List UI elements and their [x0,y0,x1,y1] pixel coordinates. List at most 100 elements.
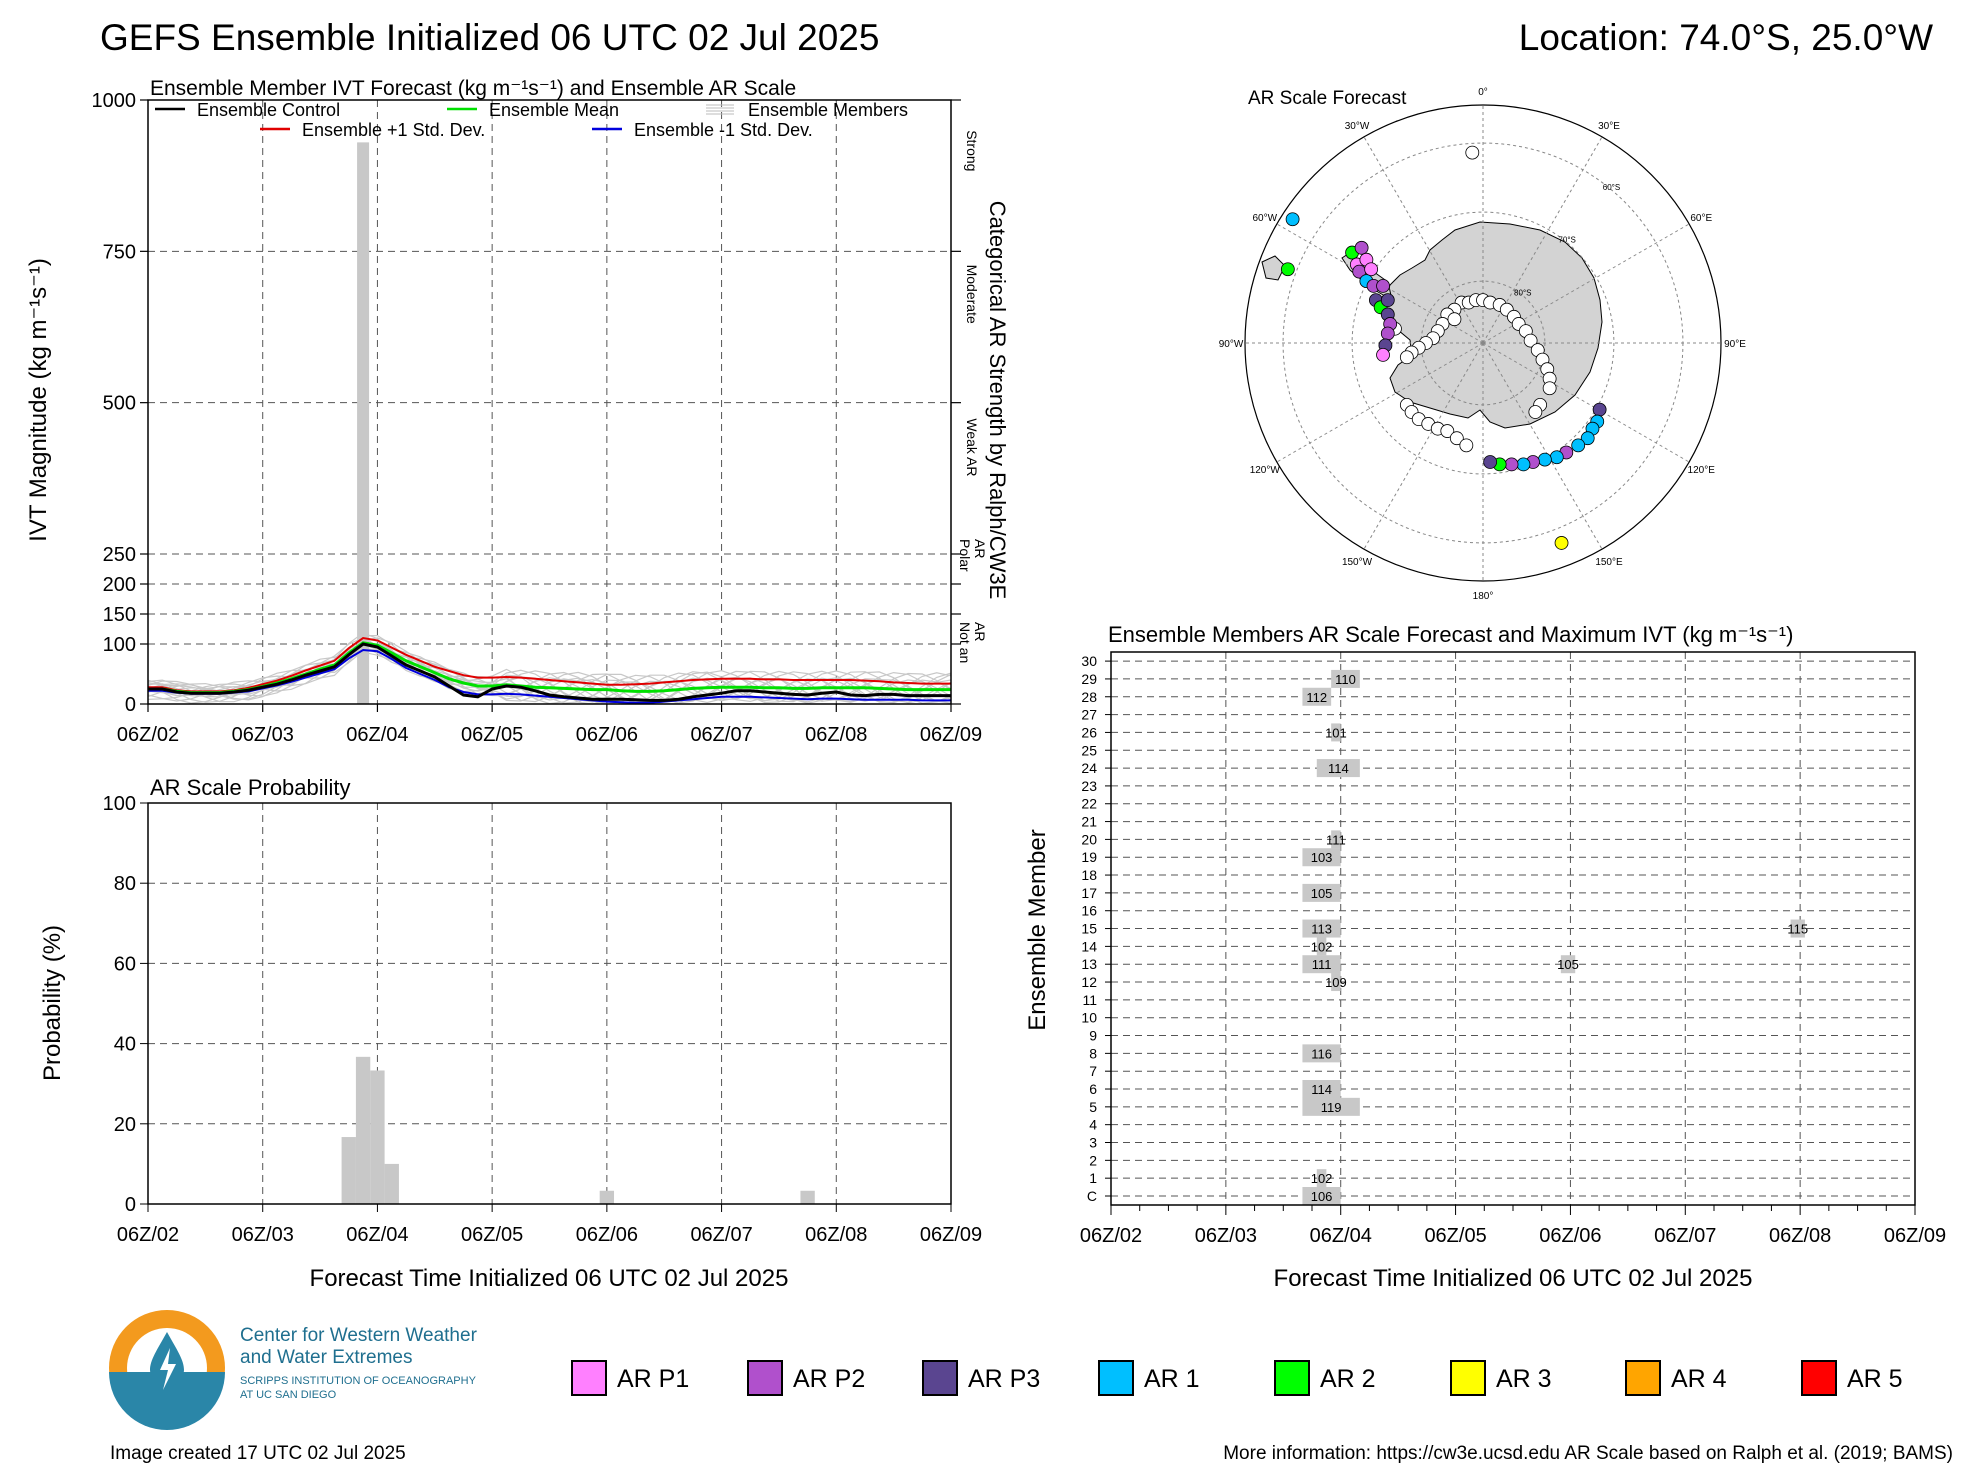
members-y-ticks: C123456789101112131415161718192021222324… [1081,653,1111,1204]
members-title: Ensemble Members AR Scale Forecast and M… [1108,622,1793,647]
map-meridian [1482,136,1603,344]
ivt-ytick-label: 750 [103,241,136,263]
ivt-series-group [147,632,952,705]
ivt-title: Ensemble Member IVT Forecast (kg m⁻¹s⁻¹)… [150,77,796,100]
members-ytick-label: 28 [1081,689,1097,705]
ivt-category-label: Polar [957,539,973,572]
members-cell [1331,830,1341,849]
ivt-xtick-label: 06Z/02 [117,724,179,746]
prob-bar [800,1190,815,1204]
members-panel: Ensemble Members AR Scale Forecast and M… [1024,622,1946,1292]
members-ytick-label: 20 [1081,831,1097,847]
members-ytick-label: 17 [1081,885,1097,901]
members-cell [1316,759,1360,778]
logo-waves [109,1372,225,1430]
map-meridian [1276,223,1484,344]
members-xtick-label: 06Z/06 [1539,1225,1601,1247]
prob-ytick-label: 20 [114,1114,136,1136]
ivt-category-label: Moderate [964,265,980,324]
location-label: Location: 74.0°S, 25.0°W [1519,17,1933,58]
members-ytick-label: 2 [1089,1152,1097,1168]
ivt-legend-label: Ensemble -1 Std. Dev. [634,120,813,140]
members-cell [1302,919,1341,938]
map-lat-label: 60°S [1603,183,1620,192]
map-meridian [1363,342,1484,550]
map-meridian [1482,223,1690,344]
members-cell-ivt: 103 [1311,850,1333,865]
ivt-grid [148,100,951,704]
members-xtick-label: 06Z/09 [1884,1225,1946,1247]
ivt-member-line [147,648,952,705]
members-cell [1790,919,1805,938]
members-ytick-label: 24 [1081,760,1097,776]
map-graticule [1245,105,1721,581]
ivt-xtick-label: 06Z/07 [690,724,752,746]
members-row-lines [1111,652,1915,1205]
members-cells: 106 102 119 114 116 109 111 105 102 113 115 105 103 1… [1302,669,1808,1205]
prob-plot-frame [147,802,952,1205]
prob-xtick-label: 06Z/05 [461,1224,523,1246]
ar-legend-label: AR 5 [1847,1365,1903,1393]
map-lat-label: 70°S [1558,236,1575,245]
map-lon-label: 90°W [1219,339,1244,350]
map-lon-label: 180° [1473,591,1494,602]
map-latitude-circle [1351,211,1615,475]
map-ar-point [1571,438,1586,453]
ivt-category-label: Strong [964,130,980,171]
members-cell-ivt: 106 [1311,1189,1333,1204]
members-xtick-label: 06Z/07 [1654,1225,1716,1247]
ivt-x-ticks: 06Z/02 06Z/03 06Z/04 06Z/05 06Z/06 06Z/07 06Z/… [117,704,982,746]
prob-ytick-label: 100 [103,793,136,815]
prob-ytick-label: 60 [114,953,136,975]
members-ytick-label: 1 [1089,1170,1097,1186]
map-ar-point [1459,438,1474,453]
members-ytick-label: 29 [1081,671,1097,687]
members-cell-ivt: 114 [1328,761,1349,776]
map-lon-label: 30°W [1345,121,1370,132]
ivt-legend-label: Ensemble Members [748,100,908,120]
members-ytick-label: 21 [1081,814,1097,830]
members-ytick-label: 18 [1081,867,1097,883]
ivt-category-label: Weak AR [964,418,980,476]
members-cell-ivt: 114 [1311,1082,1332,1097]
members-ytick-label: 22 [1081,796,1097,812]
ar-legend-swatch [1098,1360,1134,1396]
map-ar-point [1380,326,1395,341]
ivt-ylabel: IVT Magnitude (kg m⁻¹s⁻¹) [25,258,52,542]
map-ar-point [1376,347,1390,362]
members-cell-ivt: 102 [1311,939,1333,954]
members-cell-ivt: 109 [1325,975,1347,990]
map-ar-point [1399,350,1414,365]
map-ar-point [1440,424,1455,438]
map-lon-label: 0° [1478,87,1488,98]
map-ar-point [1280,262,1295,277]
ivt-category-label: Not an [957,622,973,663]
map-lon-label: 60°W [1252,213,1277,224]
prob-ytick-label: 40 [114,1034,136,1056]
ivt-ar-highlight-bar [357,142,370,704]
map-ar-point [1592,402,1607,417]
prob-xtick-label: 06Z/08 [805,1224,867,1246]
map-ar-point [1285,212,1300,227]
ivt-ytick-label: 250 [103,544,136,566]
prob-x-ticks: 06Z/02 06Z/03 06Z/04 06Z/05 06Z/06 06Z/07 06Z/… [117,1204,982,1246]
members-cell-ivt: 119 [1321,1100,1342,1115]
prob-bar [384,1163,399,1204]
map-ar-point [1523,333,1538,348]
map-panel: AR Scale Forecast 0° 30°E 60°E 90°E 120°E 150… [1219,87,1747,602]
ivt-xtick-label: 06Z/09 [920,724,982,746]
ivt-category-label: AR [972,539,988,558]
ar-legend-label: AR P1 [617,1365,689,1393]
map-lon-label: 60°E [1690,213,1712,224]
map-ar-point [1354,240,1369,255]
map-meridian [1482,342,1603,550]
map-meridian [1276,342,1484,463]
members-ytick-label: 25 [1081,742,1097,758]
members-cell [1331,973,1341,992]
members-xtick-label: 06Z/03 [1195,1225,1257,1247]
ivt-ytick-label: 150 [103,604,136,626]
ivt-xtick-label: 06Z/06 [576,724,638,746]
ar-legend-label: AR 1 [1144,1365,1200,1393]
map-ar-point [1449,431,1464,446]
prob-xtick-label: 06Z/03 [232,1224,294,1246]
